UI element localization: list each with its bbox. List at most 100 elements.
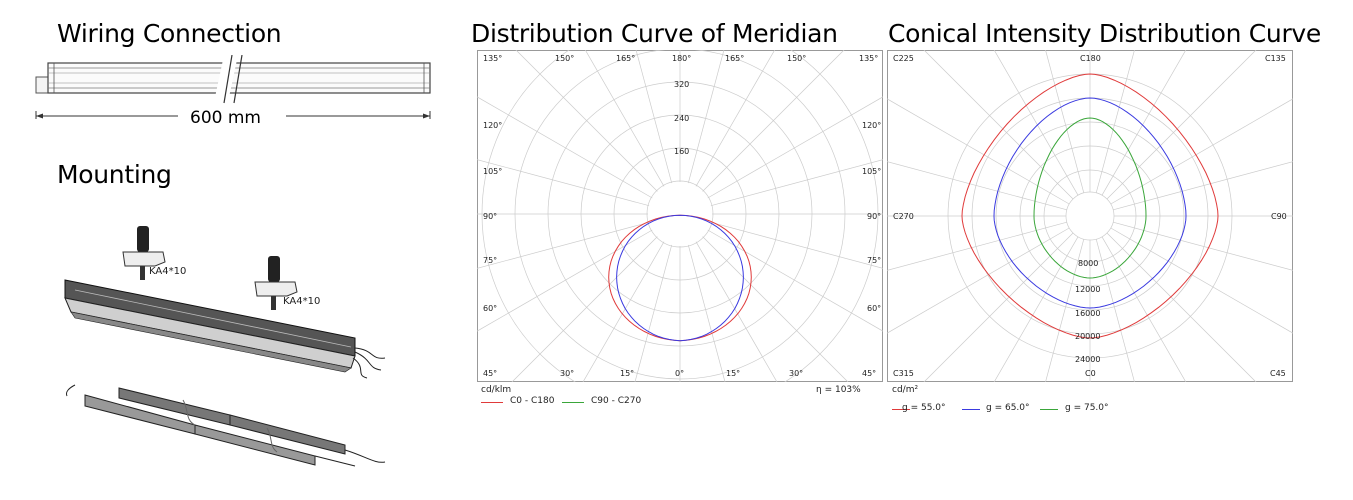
mounting-title: Mounting bbox=[57, 160, 172, 189]
meridian-bottom-angle: 30° bbox=[560, 369, 574, 378]
conical-corner-label: C135 bbox=[1265, 54, 1286, 63]
conical-chart: C225 C180 C135 C270 C90 C315 C0 C45 8000… bbox=[887, 50, 1293, 382]
conical-corner-label: C225 bbox=[893, 54, 914, 63]
meridian-radial-label: 240 bbox=[674, 114, 689, 123]
conical-curve-g75 bbox=[1033, 117, 1147, 279]
grid-spoke bbox=[887, 161, 1067, 211]
legend-swatch-g75 bbox=[1040, 409, 1058, 410]
legend-label-g75: g = 75.0° bbox=[1065, 403, 1109, 413]
grid-spoke bbox=[1110, 98, 1293, 205]
conical-radial-label: 20000 bbox=[1075, 332, 1100, 341]
grid-spoke bbox=[707, 229, 883, 332]
grid-spoke bbox=[993, 50, 1079, 196]
meridian-top-angle: 135° bbox=[859, 54, 878, 63]
meridian-left-angle: 60° bbox=[483, 304, 497, 313]
screw-label-1: KA4*10 bbox=[149, 266, 187, 277]
meridian-right-angle: 60° bbox=[867, 304, 881, 313]
conical-curve-g55 bbox=[961, 73, 1219, 339]
meridian-left-angle: 120° bbox=[483, 121, 502, 130]
conical-radial-label: 16000 bbox=[1075, 309, 1100, 318]
conical-corner-label: C180 bbox=[1080, 54, 1101, 63]
meridian-top-angle: 165° bbox=[616, 54, 635, 63]
meridian-left-angle: 75° bbox=[483, 256, 497, 265]
legend-label-c0-c180: C0 - C180 bbox=[510, 396, 555, 406]
meridian-top-angle: 150° bbox=[787, 54, 806, 63]
meridian-left-angle: 90° bbox=[483, 212, 497, 221]
meridian-radial-label: 320 bbox=[674, 80, 689, 89]
legend-label-g55: g = 55.0° bbox=[902, 403, 946, 413]
conical-radial-label: 12000 bbox=[1075, 285, 1100, 294]
conical-radial-label: 8000 bbox=[1078, 259, 1098, 268]
meridian-bottom-angle: 15° bbox=[620, 369, 634, 378]
grid-spoke bbox=[515, 50, 658, 192]
length-label: 600 mm bbox=[190, 108, 261, 128]
grid-spoke bbox=[1106, 232, 1257, 382]
meridian-curve-c90-c270 bbox=[616, 214, 744, 342]
legend-swatch-c90-c270 bbox=[562, 402, 584, 403]
legend-label-c90-c270: C90 - C270 bbox=[591, 396, 642, 406]
conical-radial-label: 24000 bbox=[1075, 355, 1100, 364]
meridian-efficiency: η = 103% bbox=[816, 385, 861, 395]
meridian-bottom-angle: 0° bbox=[675, 369, 684, 378]
grid-spoke bbox=[1045, 239, 1085, 382]
meridian-right-angle: 120° bbox=[862, 121, 881, 130]
grid-spoke bbox=[707, 96, 883, 199]
grid-spoke bbox=[887, 221, 1067, 271]
wiring-title: Wiring Connection bbox=[57, 19, 282, 48]
grid-spoke bbox=[582, 241, 665, 382]
grid-spoke bbox=[702, 50, 845, 192]
meridian-bottom-angle: 45° bbox=[862, 369, 876, 378]
meridian-bottom-angle: 30° bbox=[789, 369, 803, 378]
meridian-top-angle: 135° bbox=[483, 54, 502, 63]
meridian-bottom-angle: 15° bbox=[726, 369, 740, 378]
meridian-chart: 135° 150° 165° 180° 165° 150° 135° 120° … bbox=[477, 50, 883, 382]
meridian-radial-label: 160 bbox=[674, 147, 689, 156]
screw-label-2: KA4*10 bbox=[283, 296, 321, 307]
grid-spoke bbox=[1095, 239, 1135, 382]
grid-spoke bbox=[635, 50, 673, 184]
wiring-diagram bbox=[35, 55, 431, 119]
grid-spoke bbox=[584, 50, 665, 187]
conical-grid bbox=[887, 50, 1293, 382]
grid-spoke bbox=[477, 229, 653, 332]
legend-swatch-c0-c180 bbox=[481, 402, 503, 403]
grid-spoke bbox=[1101, 50, 1187, 196]
meridian-top-angle: 165° bbox=[725, 54, 744, 63]
conical-corner-label: C0 bbox=[1085, 369, 1096, 378]
conical-title: Conical Intensity Distribution Curve bbox=[888, 19, 1322, 48]
meridian-bottom-angle: 45° bbox=[483, 369, 497, 378]
meridian-top-angle: 180° bbox=[672, 54, 691, 63]
grid-spoke bbox=[695, 241, 778, 382]
grid-spoke bbox=[1045, 50, 1085, 193]
grid-spoke bbox=[1106, 50, 1257, 200]
meridian-right-angle: 105° bbox=[862, 167, 881, 176]
grid-spoke bbox=[1113, 161, 1293, 211]
conical-corner-label: C315 bbox=[893, 369, 914, 378]
grid-spoke bbox=[477, 96, 653, 199]
conical-corner-label: C270 bbox=[893, 212, 914, 221]
grid-spoke bbox=[1101, 236, 1187, 382]
conical-unit: cd/m² bbox=[892, 385, 919, 395]
grid-spoke bbox=[923, 50, 1074, 200]
grid-spoke bbox=[1110, 227, 1293, 334]
meridian-right-angle: 75° bbox=[867, 256, 881, 265]
grid-spoke bbox=[477, 221, 650, 269]
grid-spoke bbox=[702, 236, 849, 382]
legend-label-g65: g = 65.0° bbox=[986, 403, 1030, 413]
grid-spoke bbox=[923, 232, 1074, 382]
grid-spoke bbox=[687, 50, 725, 184]
meridian-right-angle: 90° bbox=[867, 212, 881, 221]
grid-spoke bbox=[511, 236, 658, 382]
grid-spoke bbox=[710, 159, 883, 207]
meridian-left-angle: 105° bbox=[483, 167, 502, 176]
legend-swatch-g55 bbox=[892, 409, 910, 410]
meridian-unit: cd/klm bbox=[481, 385, 512, 395]
meridian-title: Distribution Curve of Meridian bbox=[471, 19, 838, 48]
grid-spoke bbox=[710, 221, 883, 269]
grid-spoke bbox=[634, 244, 673, 382]
conical-curve-g65 bbox=[993, 97, 1187, 309]
meridian-top-angle: 150° bbox=[555, 54, 574, 63]
grid-spoke bbox=[1113, 221, 1293, 271]
grid-spoke bbox=[477, 159, 650, 207]
mounting-diagram bbox=[64, 226, 386, 467]
